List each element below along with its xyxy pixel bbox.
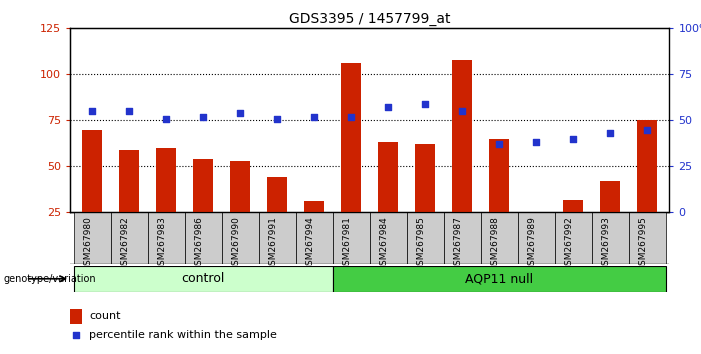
Bar xyxy=(554,212,592,264)
Text: count: count xyxy=(90,311,121,321)
Point xyxy=(494,142,505,147)
Bar xyxy=(222,212,259,264)
Point xyxy=(235,110,246,116)
Bar xyxy=(333,266,666,292)
Bar xyxy=(148,212,185,264)
Text: GSM267993: GSM267993 xyxy=(601,217,611,272)
Bar xyxy=(489,139,510,258)
Bar xyxy=(444,212,481,264)
Bar xyxy=(341,63,362,258)
Bar xyxy=(452,59,472,258)
Bar xyxy=(193,159,214,258)
Point xyxy=(605,130,616,136)
Point xyxy=(123,108,135,114)
Text: GSM267981: GSM267981 xyxy=(342,217,351,272)
Bar xyxy=(481,212,518,264)
Text: GSM267992: GSM267992 xyxy=(564,217,573,271)
Text: GSM267995: GSM267995 xyxy=(638,217,647,272)
Bar xyxy=(415,144,435,258)
Point xyxy=(568,136,579,142)
Bar xyxy=(592,212,629,264)
Text: GSM267987: GSM267987 xyxy=(454,217,462,272)
Point xyxy=(383,105,394,110)
Bar xyxy=(304,201,325,258)
Bar xyxy=(637,120,658,258)
Point xyxy=(420,101,431,107)
Text: GSM267984: GSM267984 xyxy=(379,217,388,271)
Bar xyxy=(563,200,583,258)
Text: GSM267986: GSM267986 xyxy=(194,217,203,272)
Point xyxy=(87,108,98,114)
Text: GSM267982: GSM267982 xyxy=(121,217,129,271)
Bar xyxy=(518,212,554,264)
Bar xyxy=(267,177,287,258)
Bar xyxy=(378,142,398,258)
Text: GSM267989: GSM267989 xyxy=(527,217,536,272)
Bar xyxy=(370,212,407,264)
Text: GSM267980: GSM267980 xyxy=(83,217,93,272)
Text: control: control xyxy=(182,272,225,285)
Text: GSM267990: GSM267990 xyxy=(231,217,240,272)
Bar xyxy=(74,266,333,292)
Bar xyxy=(82,130,102,258)
Point xyxy=(161,116,172,121)
Bar xyxy=(259,212,296,264)
Bar xyxy=(526,218,547,258)
Title: GDS3395 / 1457799_at: GDS3395 / 1457799_at xyxy=(289,12,451,26)
Bar xyxy=(70,309,83,324)
Text: GSM267985: GSM267985 xyxy=(416,217,426,272)
Point xyxy=(272,116,283,121)
Bar xyxy=(230,161,250,258)
Bar xyxy=(600,181,620,258)
Point xyxy=(346,114,357,120)
Point xyxy=(531,139,542,145)
Bar xyxy=(629,212,666,264)
Text: genotype/variation: genotype/variation xyxy=(4,274,96,284)
Text: GSM267988: GSM267988 xyxy=(490,217,499,272)
Text: percentile rank within the sample: percentile rank within the sample xyxy=(90,330,278,340)
Text: AQP11 null: AQP11 null xyxy=(465,272,533,285)
Bar xyxy=(111,212,148,264)
Bar xyxy=(185,212,222,264)
Point xyxy=(71,332,82,338)
Point xyxy=(308,114,320,120)
Text: GSM267983: GSM267983 xyxy=(157,217,166,272)
Bar xyxy=(156,148,177,258)
Bar xyxy=(333,212,370,264)
Bar xyxy=(74,212,111,264)
Point xyxy=(641,127,653,132)
Text: GSM267994: GSM267994 xyxy=(305,217,314,271)
Point xyxy=(456,108,468,114)
Text: GSM267991: GSM267991 xyxy=(268,217,278,272)
Bar xyxy=(119,150,139,258)
Bar xyxy=(296,212,333,264)
Point xyxy=(198,114,209,120)
Bar xyxy=(407,212,444,264)
